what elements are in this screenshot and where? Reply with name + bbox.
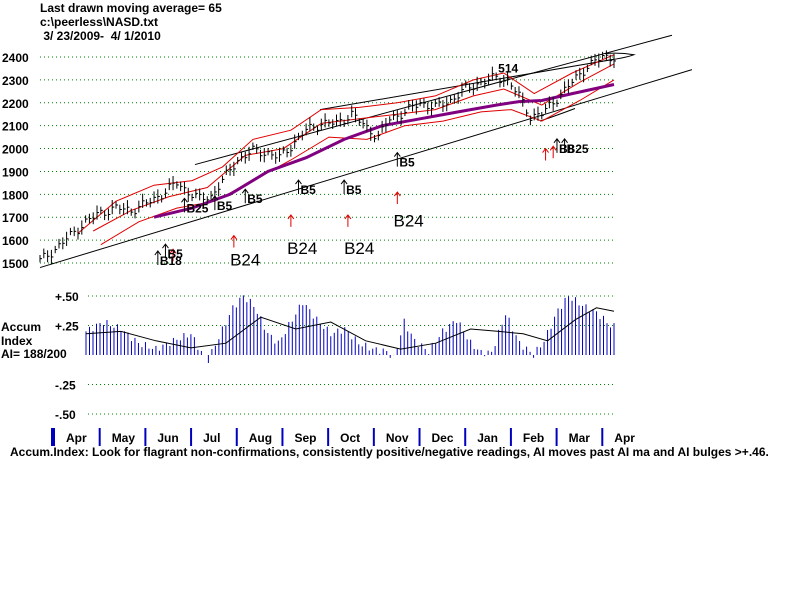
signal-big-label: B24	[230, 250, 260, 269]
trend-channel	[39, 34, 693, 269]
signal-big-label: B24	[344, 239, 374, 258]
channel-end-curve	[599, 52, 636, 63]
price-y-tick: 1700	[2, 211, 29, 225]
month-label: Aug	[249, 431, 272, 445]
axes: 1500 1600 1700 1800 1900 2000 2100 2200 2300 2400…	[2, 51, 635, 446]
band-lower-line	[100, 79, 615, 246]
index-label: Index	[1, 334, 33, 348]
signal-arrow	[344, 214, 352, 227]
month-label: Jul	[203, 431, 220, 445]
price-bands	[77, 54, 615, 246]
signal-arrow-black	[211, 195, 219, 211]
signal-arrow-black	[181, 197, 188, 213]
month-label: Sep	[294, 431, 316, 445]
price-y-tick: 1900	[2, 165, 29, 179]
signal-big-label: B24	[287, 239, 317, 258]
signal-arrow	[169, 248, 177, 262]
price-gridlines	[40, 56, 615, 264]
signal-arrow-black	[393, 151, 401, 167]
signal-big-label: B24	[394, 211, 424, 230]
month-label: Mar	[569, 431, 591, 445]
signal-label: B5	[300, 183, 316, 197]
signal-arrow	[230, 234, 238, 248]
accum-bars	[85, 295, 615, 363]
price-y-tick: 2200	[2, 97, 29, 111]
signal-arrow-black	[295, 179, 302, 195]
month-label: Nov	[386, 431, 409, 445]
signal-arrow-black	[241, 188, 249, 204]
accum-y-tick: -.25	[55, 379, 76, 393]
band-mid-line	[92, 63, 615, 232]
price-bars	[39, 50, 616, 265]
month-label: Feb	[523, 431, 544, 445]
signal-arrow-black	[553, 138, 561, 153]
accum-label: Accum	[1, 320, 41, 334]
price-y-tick: 2400	[2, 51, 29, 65]
signal-arrow-black	[162, 243, 169, 259]
month-label: Apr	[66, 431, 87, 445]
price-y-tick: 1800	[2, 188, 29, 202]
price-y-tick: 2000	[2, 143, 29, 157]
signal-arrow	[287, 214, 295, 227]
price-y-tick: 2100	[2, 120, 29, 134]
signal-label: B25	[186, 201, 208, 215]
signal-label: B5	[399, 156, 415, 170]
band-upper-line	[77, 54, 615, 234]
signal-arrow-black	[340, 179, 348, 195]
month-label: Apr	[614, 431, 635, 445]
month-label: May	[112, 431, 136, 445]
ai-annotation: AI= 188/200	[1, 347, 67, 361]
month-label: Dec	[432, 431, 454, 445]
accum-y-tick: -.50	[55, 408, 76, 422]
signal-label: B8	[559, 142, 575, 156]
month-label: Oct	[340, 431, 360, 445]
channel-upper-line	[194, 34, 673, 166]
signal-arrow-black	[561, 138, 568, 153]
price-y-tick: 1500	[2, 257, 29, 271]
signal-arrow	[393, 191, 401, 205]
signal-label: B5	[167, 247, 183, 261]
signal-arrow-black	[154, 250, 162, 265]
month-label: Jan	[477, 431, 498, 445]
signal-label: B25	[567, 142, 589, 156]
signal-label: B5	[247, 192, 263, 206]
channel-lower-line	[39, 69, 693, 269]
signal-label: B5	[217, 199, 233, 213]
header-dates: 3/ 23/2009- 4/ 1/2010	[40, 29, 161, 43]
footer-note: Accum.Index: Look for flagrant non-confi…	[10, 445, 769, 459]
month-label: Jun	[157, 431, 178, 445]
header-file: c:\peerless\NASD.txt	[40, 15, 158, 29]
accum-y-tick: +.50	[55, 290, 79, 304]
signal-arrow	[542, 147, 549, 161]
header-ma: Last drawn moving average= 65	[40, 1, 222, 15]
accum-y-tick: +.25	[55, 320, 79, 334]
price-y-tick: 1600	[2, 234, 29, 248]
price-y-tick: 2300	[2, 74, 29, 88]
accum-ma-line	[85, 307, 615, 350]
signal-arrow	[549, 145, 557, 159]
signal-label: B5	[346, 183, 362, 197]
signal-label: 514	[498, 62, 518, 76]
